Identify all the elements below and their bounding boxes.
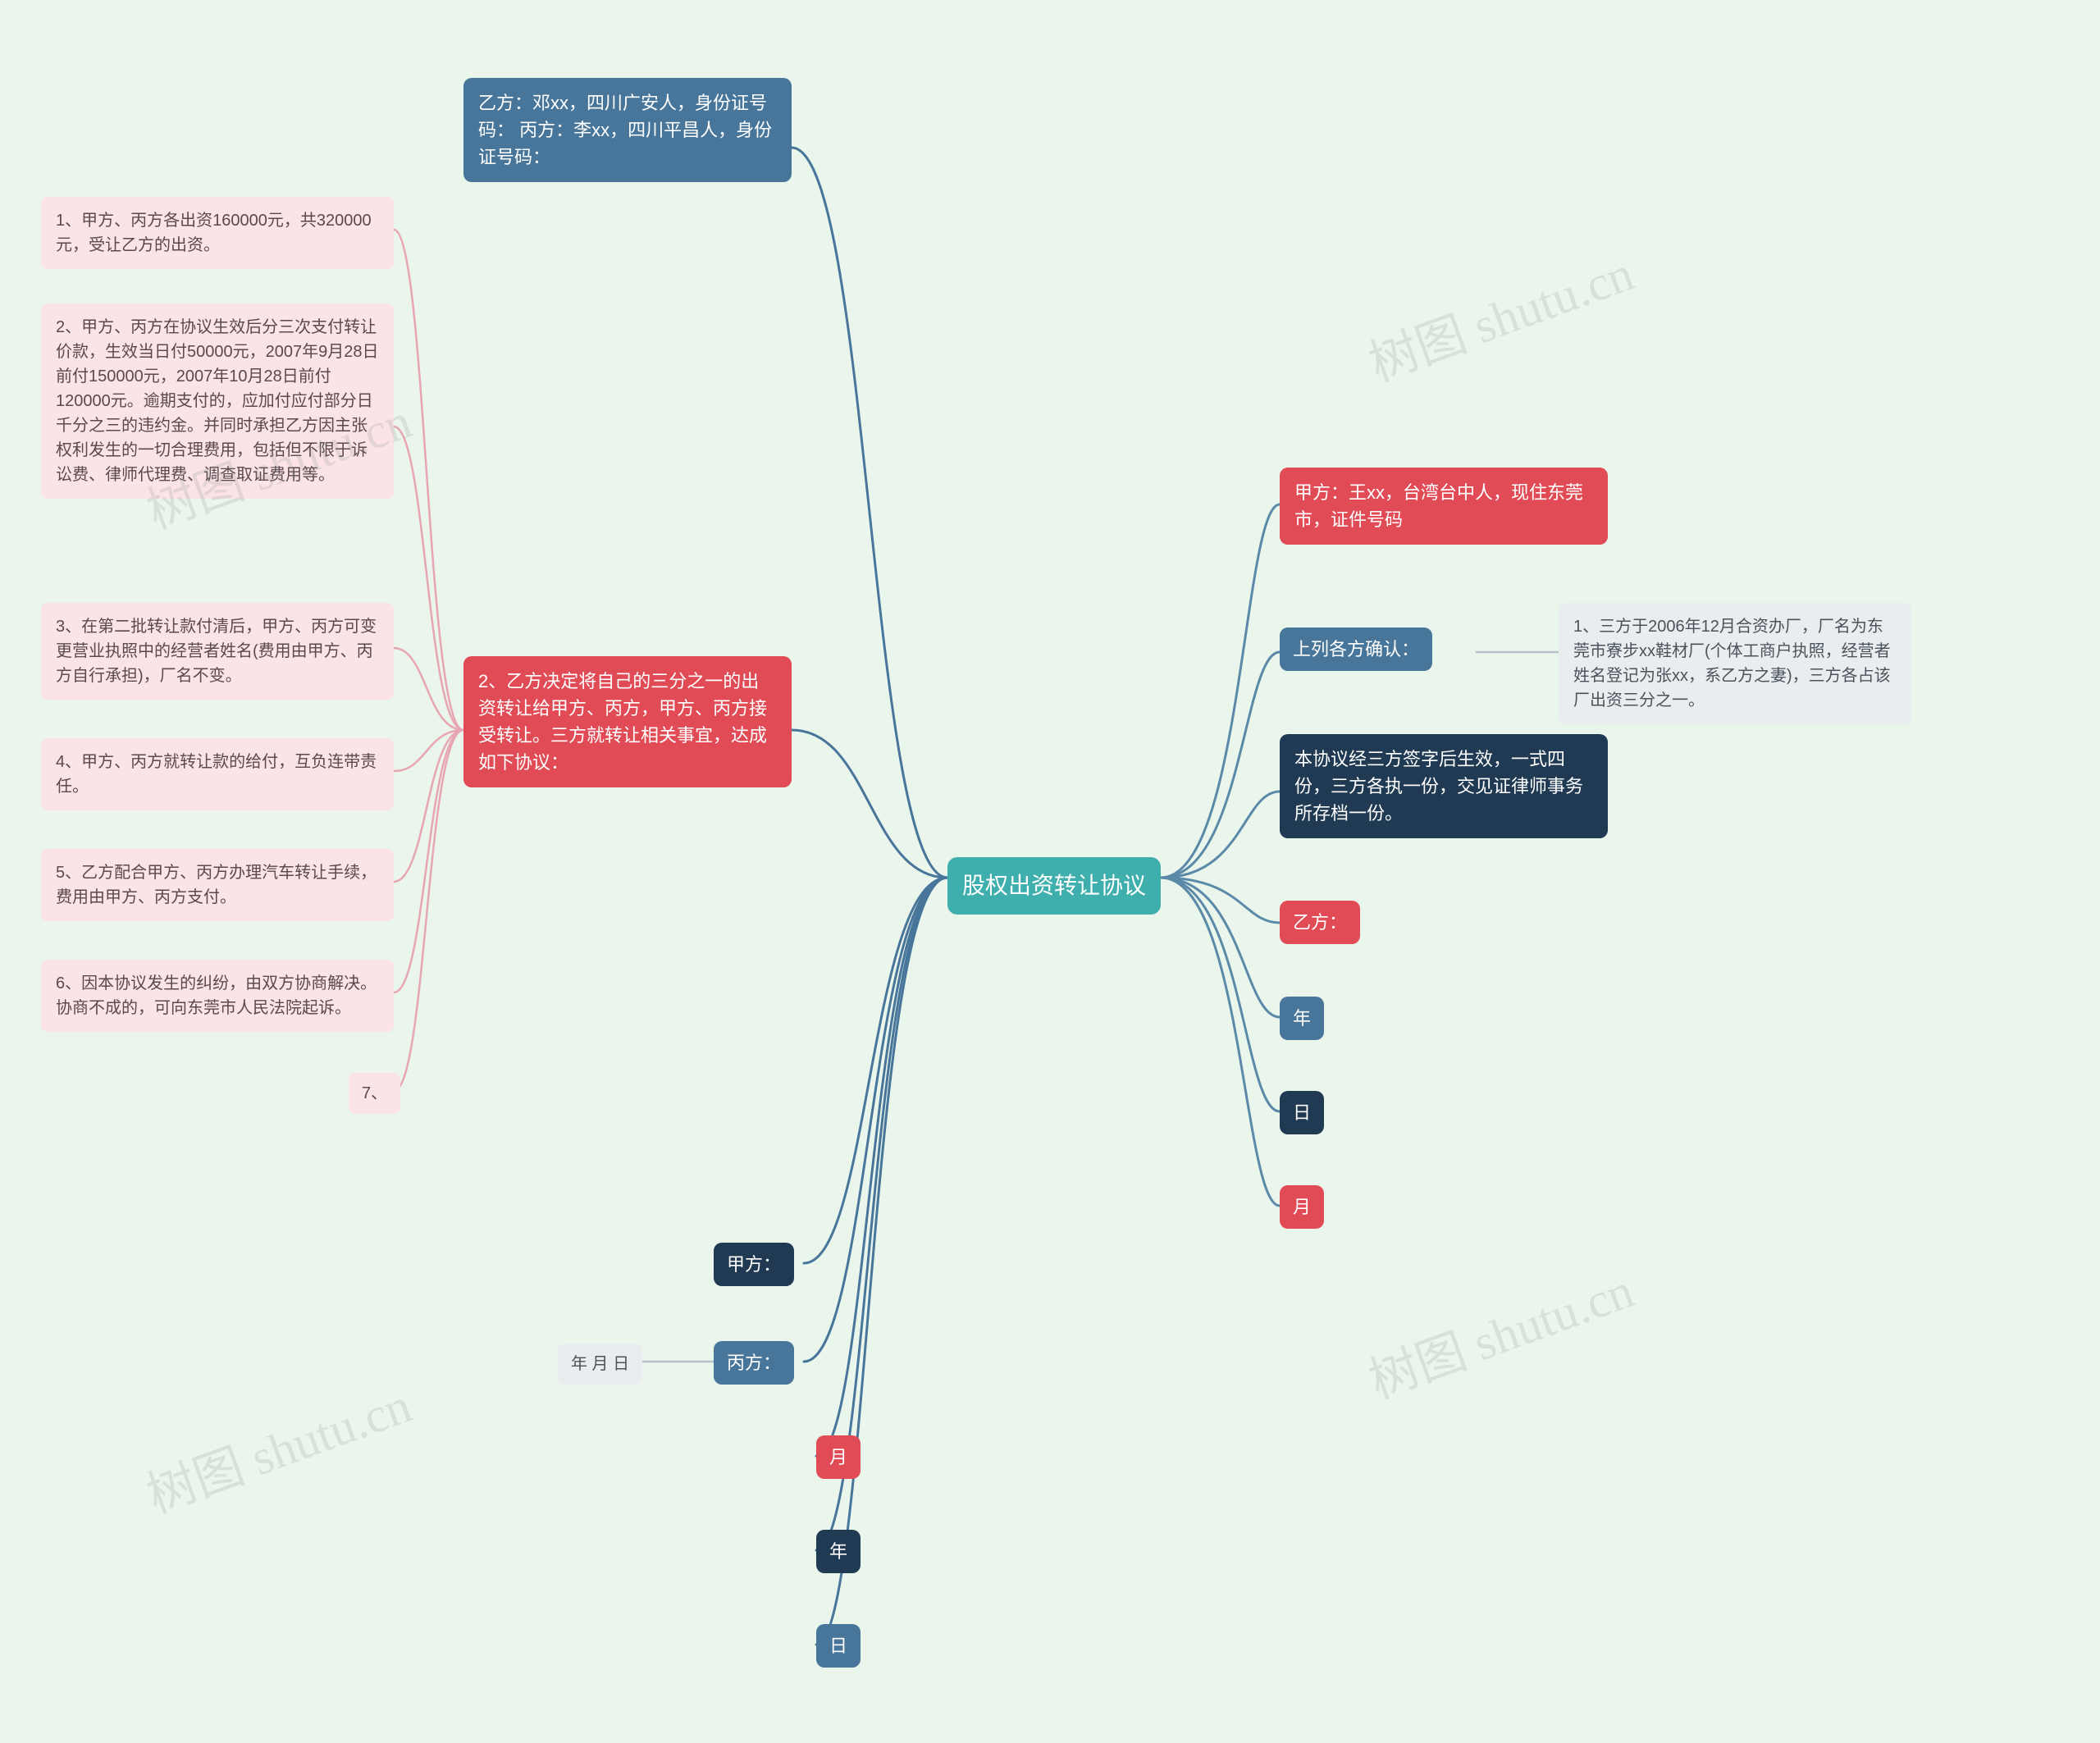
left-node-month[interactable]: 月 [816,1435,861,1479]
party-c-date: 年 月 日 [558,1344,642,1385]
right-node-month[interactable]: 月 [1280,1185,1324,1229]
clause2-child-2: 2、甲方、丙方在协议生效后分三次支付转让价款，生效当日付50000元，2007年… [41,303,394,499]
left-node-clause2[interactable]: 2、乙方决定将自己的三分之一的出资转让给甲方、丙方，甲方、丙方接受转让。三方就转… [463,656,792,787]
watermark: 树图 shutu.cn [1358,234,1641,395]
left-node-party-c-sign[interactable]: 丙方： [714,1341,794,1385]
right-node-year[interactable]: 年 [1280,997,1324,1040]
clause2-child-1: 1、甲方、丙方各出资160000元，共320000元，受让乙方的出资。 [41,197,394,269]
right-node-party-a[interactable]: 甲方：王xx，台湾台中人，现住东莞市，证件号码 [1280,468,1608,545]
clause2-child-6: 6、因本协议发生的纠纷，由双方协商解决。协商不成的，可向东莞市人民法院起诉。 [41,960,394,1032]
left-node-party-a-sign[interactable]: 甲方： [714,1243,794,1286]
watermark: 树图 shutu.cn [135,1366,419,1527]
right-node-confirm[interactable]: 上列各方确认： [1280,627,1432,671]
clause2-child-4: 4、甲方、丙方就转让款的给付，互负连带责任。 [41,738,394,810]
right-node-day[interactable]: 日 [1280,1091,1324,1134]
left-node-day[interactable]: 日 [816,1624,861,1668]
right-node-party-b-sign[interactable]: 乙方： [1280,901,1360,944]
clause2-child-5: 5、乙方配合甲方、丙方办理汽车转让手续，费用由甲方、丙方支付。 [41,849,394,921]
clause2-child-3: 3、在第二批转让款付清后，甲方、丙方可变更营业执照中的经营者姓名(费用由甲方、丙… [41,603,394,700]
root-node[interactable]: 股权出资转让协议 [947,857,1161,915]
confirm-child-1: 1、三方于2006年12月合资办厂，厂名为东莞市寮步xx鞋材厂(个体工商户执照，… [1559,603,1911,724]
left-node-year[interactable]: 年 [816,1530,861,1573]
left-node-parties-b-c[interactable]: 乙方：邓xx，四川广安人，身份证号码： 丙方：李xx，四川平昌人，身份证号码： [463,78,792,182]
watermark: 树图 shutu.cn [1358,1251,1641,1412]
right-node-effective[interactable]: 本协议经三方签字后生效，一式四份，三方各执一份，交见证律师事务所存档一份。 [1280,734,1608,838]
clause2-child-7: 7、 [349,1073,400,1114]
